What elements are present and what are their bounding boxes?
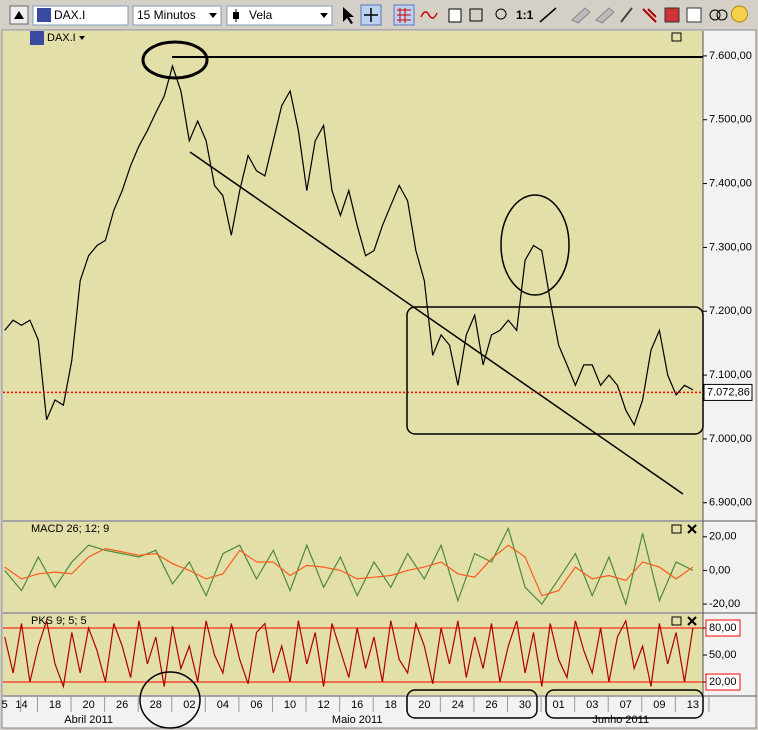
plot-layer: 7.600,00 7.500,00 7.400,00 7.300,00 7.200,00… xyxy=(2,32,753,726)
close-button[interactable] xyxy=(687,524,697,534)
y-tick-label: 7.000,00 xyxy=(709,433,752,445)
trend-line xyxy=(189,151,684,495)
x-tick-label: 10 xyxy=(284,699,296,711)
x-tick-label: 14 xyxy=(15,699,27,711)
macd-panel xyxy=(3,522,703,612)
series-line xyxy=(4,64,694,427)
symbol-box[interactable] xyxy=(32,5,129,26)
annotations xyxy=(139,40,704,729)
link-tool[interactable] xyxy=(709,9,721,21)
grid-icon xyxy=(397,8,411,23)
crosshair-icon xyxy=(364,8,378,22)
dropdown-arrow xyxy=(79,36,85,40)
x-tick-label: 13 xyxy=(687,699,699,711)
info-tool[interactable] xyxy=(448,8,462,23)
date-box xyxy=(406,689,538,719)
x-tick-label: 01 xyxy=(553,699,565,711)
y-tick-label: 7.300,00 xyxy=(709,241,752,253)
month-label: Abril 2011 xyxy=(64,714,113,726)
symbol-icon xyxy=(37,8,51,22)
x-tick-label: 20 xyxy=(82,699,94,711)
y-tick-label: 50,00 xyxy=(709,649,737,661)
y-tick-label: 7.500,00 xyxy=(709,114,752,126)
x-tick-label: 16 xyxy=(351,699,363,711)
price-panel xyxy=(3,31,703,520)
x-tick-label: 5 xyxy=(2,699,8,711)
x-tick-label: 04 xyxy=(217,699,229,711)
x-tick-label: 30 xyxy=(519,699,531,711)
series-line xyxy=(4,618,694,689)
x-tick-label: 07 xyxy=(620,699,632,711)
zoom-ratio[interactable]: 1:1 xyxy=(516,8,534,22)
x-tick-label: 26 xyxy=(485,699,497,711)
eraser-tool[interactable] xyxy=(571,7,591,24)
tick-label-box xyxy=(705,673,741,691)
x-tick-label: 03 xyxy=(586,699,598,711)
indicator-tool[interactable] xyxy=(420,11,438,19)
pen-tool[interactable] xyxy=(620,7,633,23)
month-label: Maio 2011 xyxy=(332,714,383,726)
x-tick-label: 06 xyxy=(250,699,262,711)
y-tick-label: 20,00 xyxy=(709,531,737,543)
color-tool[interactable] xyxy=(664,7,680,23)
y-tick-label: 0,00 xyxy=(709,564,730,576)
x-tick-label: 24 xyxy=(452,699,464,711)
peak-circle xyxy=(141,40,209,80)
x-tick-label: 20 xyxy=(418,699,430,711)
dropdown-arrow xyxy=(209,13,217,18)
eraser-tool[interactable] xyxy=(595,7,615,24)
close-button[interactable] xyxy=(687,616,697,626)
y-tick-label: 80,00 xyxy=(709,622,737,634)
line-tool[interactable] xyxy=(539,7,557,23)
y-tick-label: 7.400,00 xyxy=(709,177,752,189)
symbol-icon xyxy=(30,31,44,45)
x-tick-label: 09 xyxy=(653,699,665,711)
y-tick-label: 6.900,00 xyxy=(709,497,752,509)
interval-select[interactable] xyxy=(132,5,222,26)
tick-label-box xyxy=(705,619,741,637)
dropdown-arrow xyxy=(320,13,328,18)
x-tick-label: 18 xyxy=(385,699,397,711)
y-tick-label: 20,00 xyxy=(709,676,737,688)
panel-title: PKS 9; 5; 5 xyxy=(31,615,87,627)
link-tool[interactable] xyxy=(716,9,728,21)
date-circle xyxy=(139,671,201,729)
panel-title: MACD 26; 12; 9 xyxy=(31,523,109,535)
maximize-button[interactable] xyxy=(671,524,682,534)
y-tick-label: -20,00 xyxy=(709,598,740,610)
chart-type-select[interactable] xyxy=(226,5,333,26)
y-tick-label: 7.100,00 xyxy=(709,369,752,381)
symbol-text: DAX.I xyxy=(54,8,85,22)
x-tick-label: 28 xyxy=(150,699,162,711)
x-tick-label: 18 xyxy=(49,699,61,711)
range-box xyxy=(406,306,704,435)
chart-type-text: Vela xyxy=(249,8,273,22)
x-tick-label: 12 xyxy=(317,699,329,711)
interval-text: 15 Minutos xyxy=(137,8,196,22)
y-tick-label: 7.600,00 xyxy=(709,50,752,62)
x-tick-label: 26 xyxy=(116,699,128,711)
maximize-button[interactable] xyxy=(671,616,682,626)
pointer-tool[interactable] xyxy=(343,7,354,24)
y-tick-label: 7.200,00 xyxy=(709,305,752,317)
x-tick-label: 02 xyxy=(183,699,195,711)
template-tool[interactable] xyxy=(686,7,702,23)
last-price-label: 7.072,86 xyxy=(707,386,750,398)
spike-circle xyxy=(500,194,570,296)
last-price-box xyxy=(703,383,753,401)
maximize-button[interactable] xyxy=(671,32,682,42)
series-line xyxy=(4,526,694,607)
up-icon xyxy=(14,11,24,19)
add-tool[interactable] xyxy=(469,8,483,22)
zoom-tool[interactable] xyxy=(495,8,507,20)
panel-title: DAX.I xyxy=(47,32,76,44)
alert-tool[interactable] xyxy=(731,5,748,23)
month-label: Junho 2011 xyxy=(592,714,649,726)
date-box xyxy=(545,689,704,719)
candle-icon xyxy=(233,12,239,19)
delete-tool[interactable] xyxy=(642,8,657,23)
series-line xyxy=(4,544,694,597)
